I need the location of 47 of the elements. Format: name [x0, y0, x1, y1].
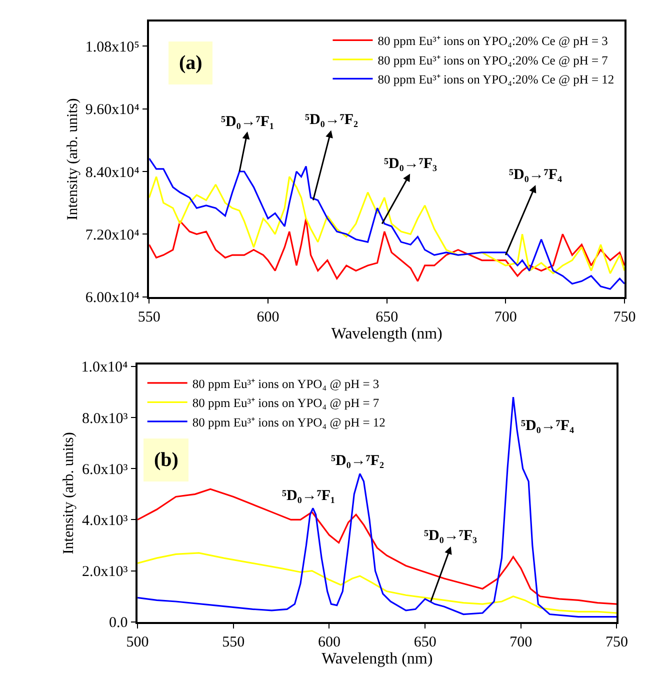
y-axis-title: Intensity (arb. units): [65, 98, 82, 220]
x-tick-label: 750: [606, 634, 628, 651]
annotation: ⁵D₀→⁷F₂: [331, 453, 384, 469]
line-series: [138, 488, 617, 605]
legend-label: 80 ppm Eu³⁺ ions on YPO₄ @ pH = 3: [192, 376, 380, 391]
annotation: ⁵D₀→⁷F₃: [384, 156, 438, 172]
y-tick-label: 7.20x10⁴: [85, 227, 140, 244]
line-series: [138, 396, 617, 618]
legend-label: 80 ppm Eu³⁺ ions on YPO₄ @ pH = 7: [192, 396, 380, 410]
x-tick-label: 600: [256, 310, 280, 326]
legend-label: 80 ppm Eu³⁺ ions on YPO₄:20% Ce @ pH = 7: [378, 53, 608, 68]
y-tick-label: 8.40x10⁴: [85, 164, 140, 181]
x-tick-label: 500: [126, 634, 149, 651]
x-tick-label: 550: [138, 310, 160, 326]
x-axis-title: Wavelength (nm): [331, 326, 442, 343]
annotation: ⁵D₀→⁷F₃: [424, 528, 478, 544]
x-tick-label: 700: [494, 310, 517, 326]
legend-label: 80 ppm Eu³⁺ ions on YPO₄ @ pH = 12: [192, 415, 386, 430]
legend-label: 80 ppm Eu³⁺ ions on YPO₄:20% Ce @ pH = 3: [378, 34, 608, 48]
y-tick-label: 1.08x10⁵: [85, 39, 140, 56]
x-tick-label: 650: [376, 310, 398, 326]
line-series: [138, 552, 617, 614]
x-tick-label: 600: [318, 634, 340, 651]
x-tick-label: 550: [222, 634, 245, 651]
annotation: ⁵D₀→⁷F₁: [221, 114, 274, 130]
y-tick-label: 6.0x10³: [82, 462, 128, 478]
annotation: (a): [179, 52, 202, 74]
y-tick-label: 8.0x10³: [82, 410, 128, 427]
x-tick-label: 700: [510, 634, 532, 651]
annotation: ⁵D₀→⁷F₂: [305, 112, 358, 128]
x-tick-label: 650: [414, 634, 436, 651]
line-series: [149, 158, 624, 290]
y-tick-label: 0.0: [109, 615, 128, 632]
line-series: [149, 218, 624, 282]
legend-label: 80 ppm Eu³⁺ ions on YPO₄:20% Ce @ pH = 12: [378, 72, 614, 87]
annotation: (b): [154, 449, 178, 471]
y-tick-label: 1.0x10⁴: [81, 360, 128, 376]
y-tick-label: 4.0x10³: [82, 512, 128, 529]
x-tick-label: 750: [613, 310, 636, 326]
y-tick-label: 6.00x10⁴: [85, 290, 140, 306]
y-tick-label: 2.0x10³: [82, 564, 128, 580]
y-axis-title: Intensity (arb. units): [61, 432, 78, 554]
annotation: ⁵D₀→⁷F₄: [521, 418, 574, 434]
y-tick-label: 9.60x10⁴: [85, 102, 140, 118]
annotation: ⁵D₀→⁷F₁: [282, 488, 335, 504]
x-axis-title: Wavelength (nm): [322, 650, 433, 668]
annotation: ⁵D₀→⁷F₄: [509, 167, 562, 183]
